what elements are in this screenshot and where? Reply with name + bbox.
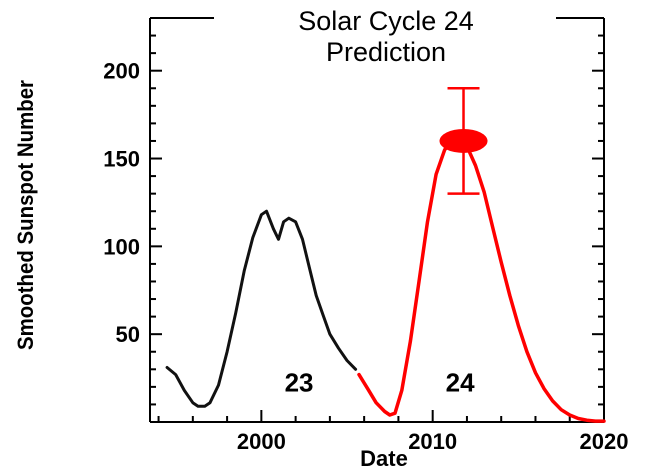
series-line-cycle-23	[165, 209, 358, 408]
y-tick-label-50: 50	[116, 322, 140, 347]
x-tick-label-2020: 2020	[580, 429, 629, 454]
x-axis-label: Date	[360, 446, 408, 471]
tick-marks	[150, 34, 605, 422]
series-line-cycle-24	[357, 139, 606, 423]
y-axis-label: Smoothed Sunspot Number	[13, 80, 38, 350]
y-tick-label-200: 200	[103, 59, 140, 84]
y-tick-label-100: 100	[103, 234, 140, 259]
chart-subtitle: Prediction	[326, 37, 446, 67]
cycle-24-label: 24	[446, 368, 475, 398]
x-tick-label-2000: 2000	[237, 429, 286, 454]
x-tick-label-2010: 2010	[408, 429, 457, 454]
chart-title: Solar Cycle 24	[298, 6, 474, 36]
prediction-point	[439, 128, 488, 153]
cycle-23-label: 23	[285, 368, 314, 398]
y-tick-label-150: 150	[103, 147, 140, 172]
